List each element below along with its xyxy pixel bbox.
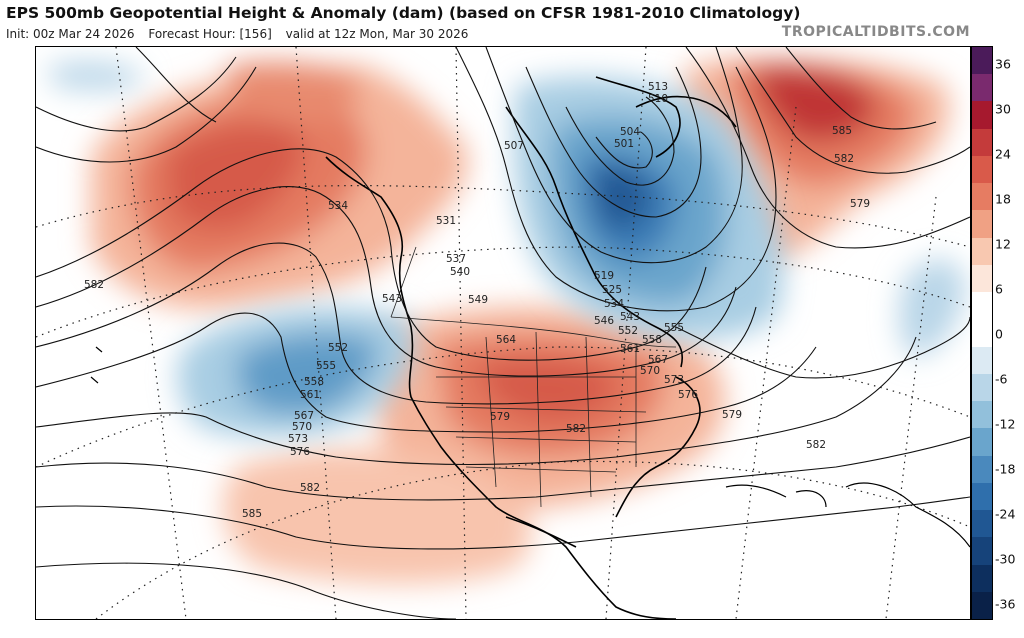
site-watermark: TROPICALTIDBITS.COM — [781, 24, 970, 40]
colorbar-tick-label: -18 — [995, 461, 1016, 477]
colorbar-segment — [972, 428, 992, 457]
contour-label: 582 — [566, 423, 586, 435]
colorbar-segment — [972, 564, 992, 593]
contour-label: 567 — [294, 410, 314, 422]
colorbar-tick-label: 0 — [995, 326, 1003, 342]
political-borders — [390, 246, 677, 508]
colorbar-tick-label: 6 — [995, 281, 1003, 297]
contour-label: 582 — [300, 482, 320, 494]
contour-label: 585 — [242, 508, 262, 520]
weather-map: 582 534 531 507 504 501 513 510 537 540 … — [35, 46, 971, 620]
contour-label: 555 — [664, 322, 684, 334]
contour-label: 543 — [382, 293, 402, 305]
colorbar-tick-label: -36 — [995, 596, 1016, 612]
height-contours — [36, 47, 970, 619]
contour-label: 549 — [468, 294, 488, 306]
colorbar-tick-label: 18 — [995, 191, 1011, 207]
chart-subtitle: Init: 00z Mar 24 2026 Forecast Hour: [15… — [6, 27, 478, 41]
colorbar-tick-label: -30 — [995, 551, 1016, 567]
valid-time: valid at 12z Mon, Mar 30 2026 — [285, 27, 469, 41]
contour-label: 519 — [594, 270, 614, 282]
colorbar-segment — [972, 591, 992, 619]
contour-label: 558 — [642, 334, 662, 346]
contour-label: 558 — [304, 376, 324, 388]
contour-label: 543 — [620, 311, 640, 323]
contour-label: 567 — [648, 354, 668, 366]
contour-label: 504 — [620, 126, 640, 138]
contour-label: 573 — [288, 433, 308, 445]
colorbar-segment — [972, 482, 992, 511]
contour-label: 579 — [722, 409, 742, 421]
colorbar-segment — [972, 401, 992, 429]
contour-label: 585 — [832, 125, 852, 137]
contour-label: 564 — [496, 334, 516, 346]
colorbar-segment — [972, 455, 992, 484]
colorbar-segment — [972, 210, 992, 239]
negative-anomaly-shading — [46, 61, 966, 438]
contour-label: 513 — [648, 81, 668, 93]
contour-label: 537 — [446, 253, 466, 265]
caribbean-islands — [90, 346, 970, 548]
colorbar-segment — [972, 346, 992, 375]
colorbar-segment — [972, 537, 992, 566]
colorbar-segment — [972, 264, 992, 293]
colorbar-tick-label: -24 — [995, 506, 1016, 522]
colorbar-segment — [972, 101, 992, 130]
contour-label: 546 — [594, 315, 614, 327]
contour-label: 534 — [328, 200, 348, 212]
contour-label: 552 — [618, 325, 638, 337]
colorbar-segment — [972, 292, 992, 320]
contour-label: 507 — [504, 140, 524, 152]
colorbar-tick-label: 12 — [995, 236, 1011, 252]
chart-title: EPS 500mb Geopotential Height & Anomaly … — [6, 4, 801, 22]
contour-label: 579 — [850, 198, 870, 210]
colorbar-tick-label: 24 — [995, 146, 1011, 162]
contour-label: 570 — [640, 365, 660, 377]
colorbar-segment — [972, 47, 992, 75]
contour-label: 576 — [678, 389, 698, 401]
contour-label: 561 — [620, 343, 640, 355]
colorbar-segment — [972, 510, 992, 538]
map-canvas: 582 534 531 507 504 501 513 510 537 540 … — [36, 47, 970, 619]
colorbar-tick-label: -12 — [995, 416, 1016, 432]
contour-label: 510 — [648, 93, 668, 105]
contour-label: 552 — [328, 342, 348, 354]
contour-label: 570 — [292, 421, 312, 433]
contour-label: 576 — [290, 446, 310, 458]
colorbar-segment — [972, 128, 992, 157]
contour-labels: 582 534 531 507 504 501 513 510 537 540 … — [84, 81, 870, 520]
contour-label: 573 — [664, 374, 684, 386]
colorbar-segment — [972, 237, 992, 266]
colorbar-segment — [972, 155, 992, 184]
colorbar-segment — [972, 373, 992, 402]
colorbar-segment — [972, 74, 992, 102]
coastlines — [325, 76, 737, 619]
contour-label: 501 — [614, 138, 634, 150]
contour-label: 555 — [316, 360, 336, 372]
colorbar-tick-label: 36 — [995, 56, 1011, 72]
contour-label: 561 — [300, 389, 320, 401]
contour-label: 579 — [490, 411, 510, 423]
contour-label: 582 — [84, 279, 104, 291]
colorbar-segment — [972, 319, 992, 348]
contour-label: 582 — [806, 439, 826, 451]
contour-label: 534 — [604, 298, 624, 310]
forecast-hour: Forecast Hour: [156] — [148, 27, 272, 41]
colorbar-tick-label: -6 — [995, 371, 1008, 387]
anomaly-colorbar — [971, 46, 993, 620]
colorbar-segment — [972, 183, 992, 211]
contour-label: 531 — [436, 215, 456, 227]
contour-label: 540 — [450, 266, 470, 278]
init-time: Init: 00z Mar 24 2026 — [6, 27, 135, 41]
contour-label: 582 — [834, 153, 854, 165]
colorbar-tick-label: 30 — [995, 101, 1011, 117]
positive-anomaly-shading — [91, 58, 949, 584]
contour-label: 525 — [602, 284, 622, 296]
